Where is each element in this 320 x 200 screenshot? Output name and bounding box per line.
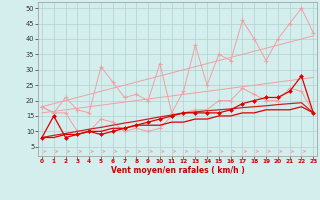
X-axis label: Vent moyen/en rafales ( km/h ): Vent moyen/en rafales ( km/h ) bbox=[111, 166, 244, 175]
